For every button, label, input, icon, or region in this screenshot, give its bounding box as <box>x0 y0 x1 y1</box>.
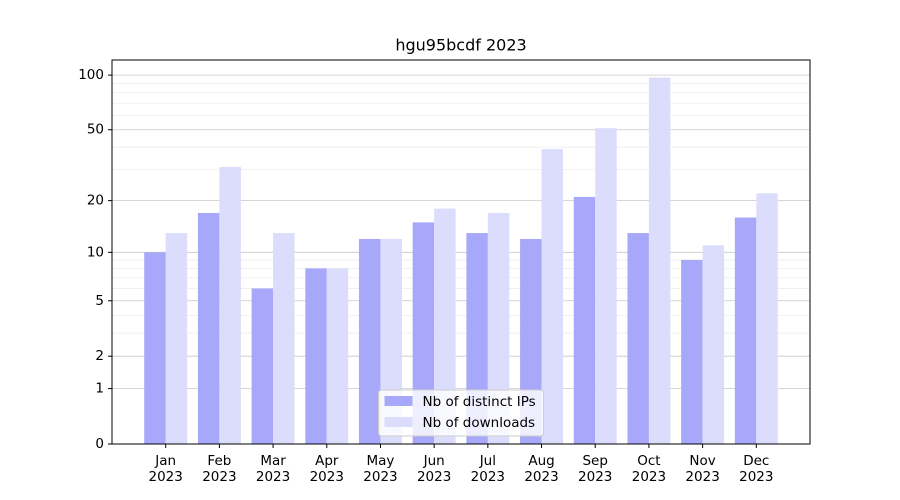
bar <box>681 259 703 444</box>
legend-swatch <box>384 396 413 406</box>
bar <box>541 149 564 444</box>
bar <box>412 222 435 444</box>
y-tick-label: 0 <box>95 436 104 452</box>
y-tick-label: 2 <box>95 348 104 364</box>
bar <box>434 208 456 444</box>
bar <box>756 193 778 444</box>
bar <box>197 212 220 444</box>
x-tick-label: Nov 2023 <box>685 453 720 485</box>
axes-frame <box>111 59 811 445</box>
bar <box>165 233 188 444</box>
bar <box>595 128 617 444</box>
y-tick-label: 5 <box>95 293 104 309</box>
bar <box>273 233 295 444</box>
bar <box>487 212 510 444</box>
bar <box>144 252 166 444</box>
x-tick-label: Feb 2023 <box>202 453 237 485</box>
x-tick-label: Dec 2023 <box>739 453 774 485</box>
x-tick-label: Jan 2023 <box>148 453 183 485</box>
x-tick-label: May 2023 <box>363 453 398 485</box>
y-tick-label: 10 <box>87 244 104 260</box>
x-tick-label: Mar 2023 <box>255 453 291 485</box>
bar <box>251 288 274 444</box>
legend-box <box>378 389 544 437</box>
bar <box>573 196 596 444</box>
bar <box>648 77 671 445</box>
bar <box>734 217 757 444</box>
y-tick-label: 1 <box>95 381 104 397</box>
x-tick-label: Apr 2023 <box>309 453 344 485</box>
legend-label: Nb of distinct IPs <box>423 394 536 410</box>
bar <box>326 268 349 444</box>
y-tick-label: 100 <box>78 67 104 83</box>
bar <box>305 268 327 444</box>
bar <box>358 238 381 444</box>
x-tick-label: Jul 2023 <box>470 453 506 485</box>
bar <box>219 166 241 444</box>
bar <box>702 245 725 444</box>
x-tick-label: Aug 2023 <box>524 453 559 485</box>
y-tick-label: 50 <box>87 122 104 138</box>
legend-label: Nb of downloads <box>423 415 536 431</box>
bar <box>627 233 649 444</box>
x-tick-label: Sep 2023 <box>578 453 613 485</box>
chart-title: hgu95bcdf 2023 <box>395 36 526 55</box>
legend-swatch <box>384 417 413 427</box>
y-tick-label: 20 <box>87 193 104 209</box>
x-tick-label: Oct 2023 <box>631 453 667 485</box>
x-tick-label: Jun 2023 <box>416 453 452 485</box>
